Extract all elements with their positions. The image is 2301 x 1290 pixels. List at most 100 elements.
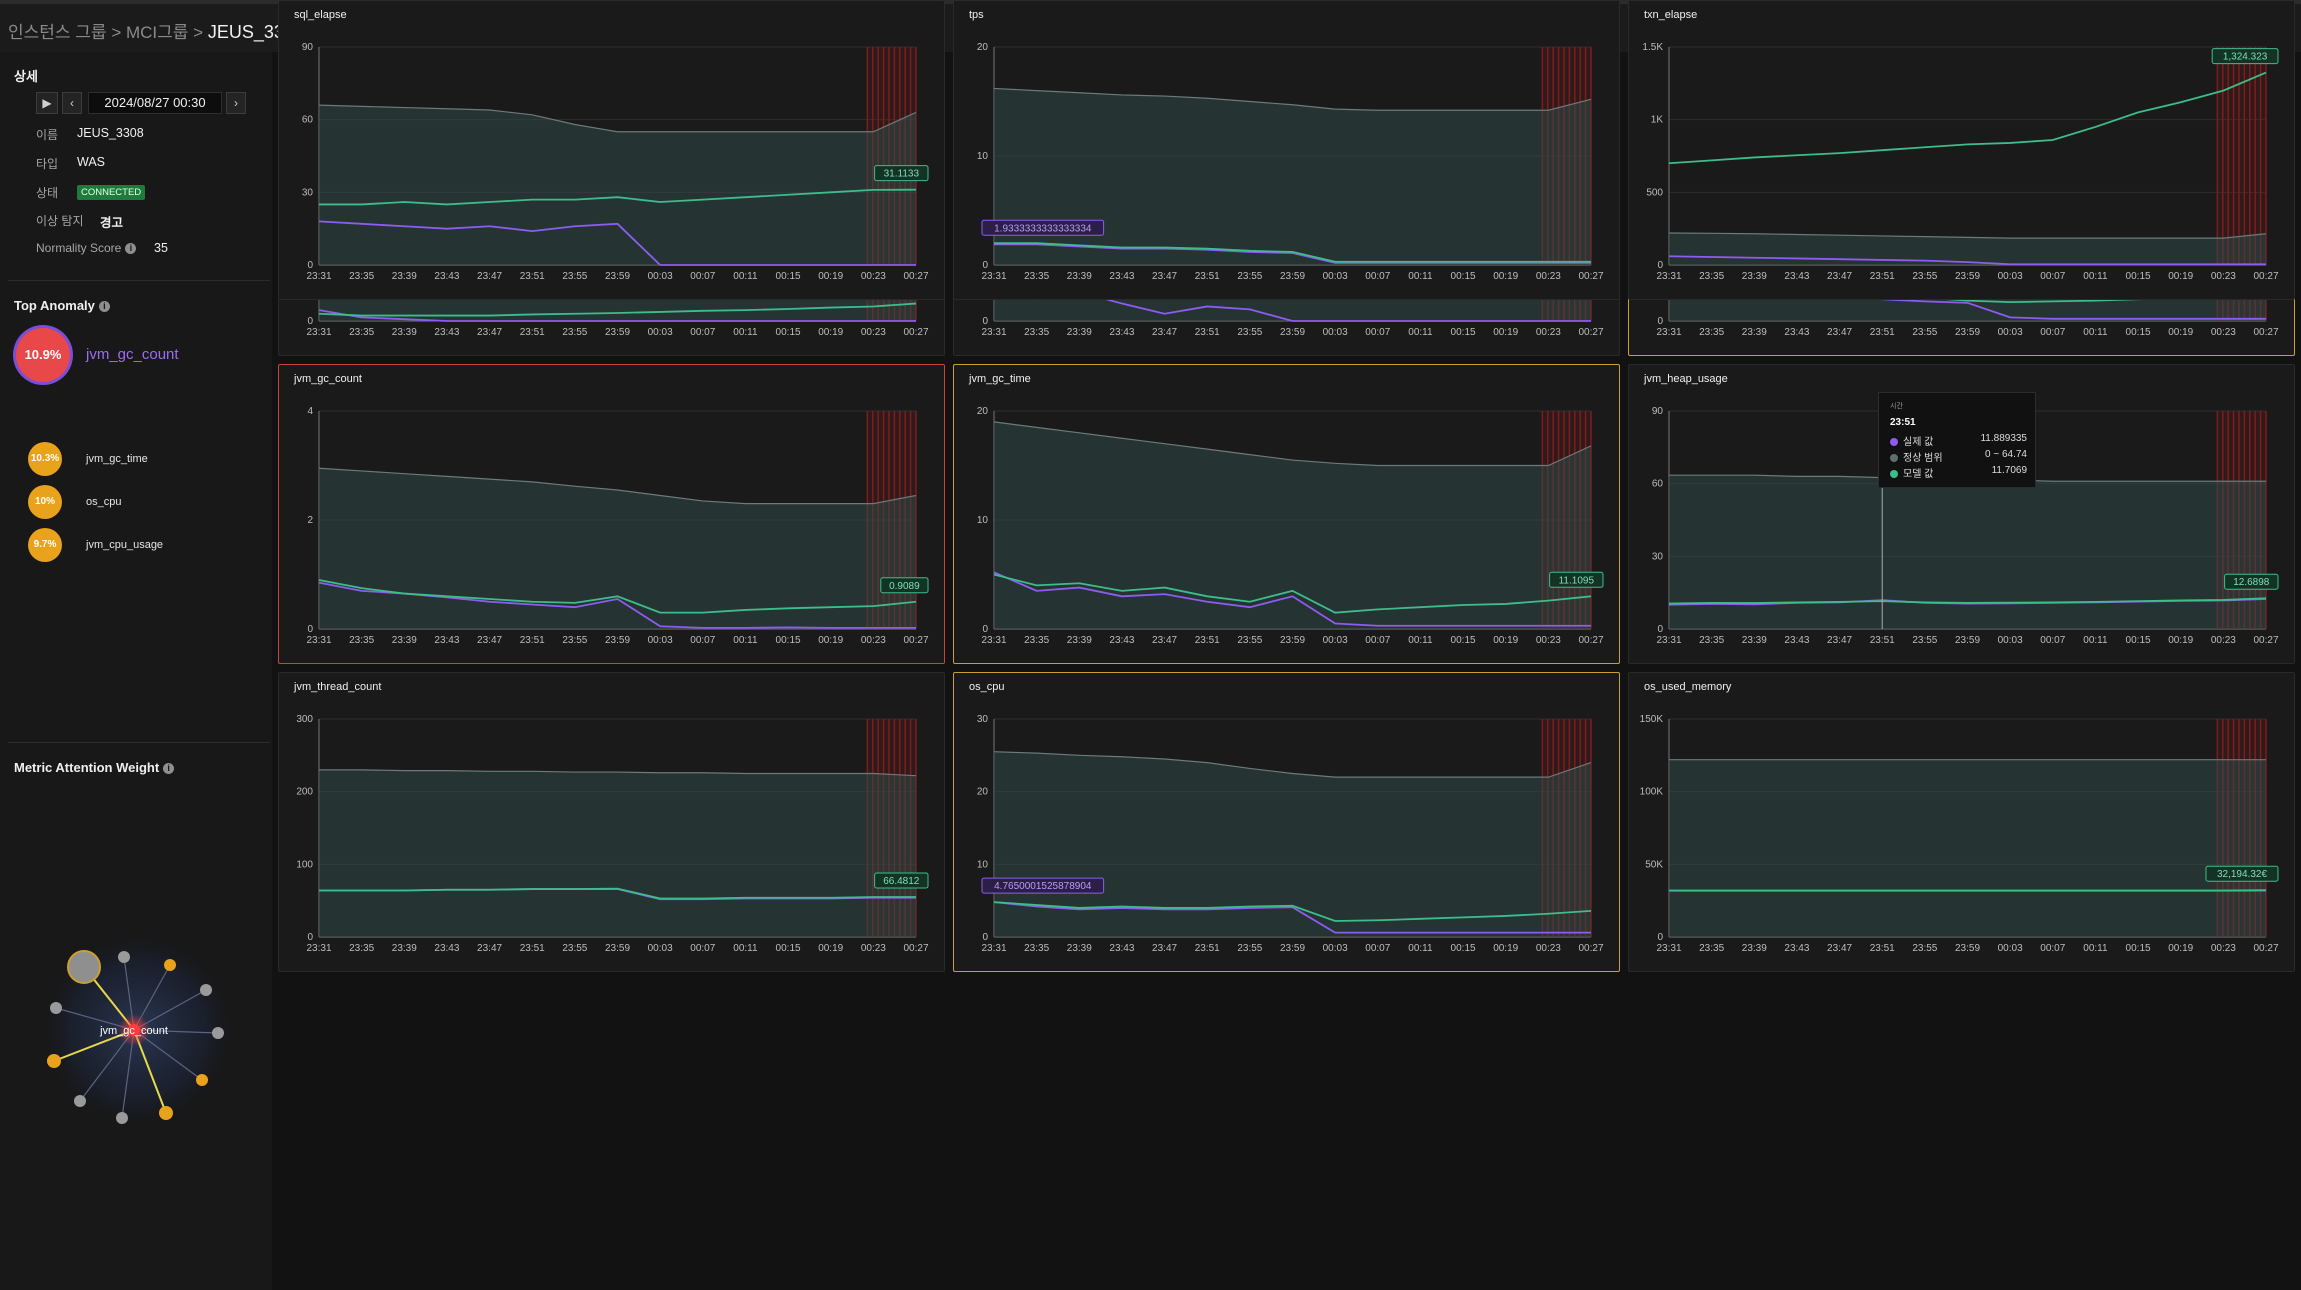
top-anomaly-title: Top Anomaly i: [14, 298, 110, 313]
value-callout-box: [981, 877, 1105, 894]
graph-node[interactable]: [50, 1002, 62, 1014]
x-tick-label: 23:35: [1024, 943, 1049, 954]
x-tick-label: 23:55: [1912, 271, 1937, 282]
chart-svg[interactable]: 0 2 4 23:31 23:35 23:39 23:43 23:47 23:51 23:55 23…: [279, 365, 946, 665]
x-tick-label: 23:51: [1195, 327, 1220, 338]
divider: [8, 742, 270, 743]
model-series-line: [993, 573, 1592, 614]
y-tick-label: 90: [1652, 406, 1664, 417]
x-tick-label: 23:51: [1195, 271, 1220, 282]
x-tick-label: 00:19: [1493, 327, 1518, 338]
graph-node[interactable]: [74, 1095, 86, 1107]
value-callout-label: 1,324.323: [2223, 52, 2268, 63]
x-tick-label: 23:43: [1784, 327, 1809, 338]
graph-node[interactable]: [200, 984, 212, 996]
y-tick-label: 100: [296, 859, 313, 870]
x-tick-label: 00:03: [648, 327, 673, 338]
chart-panel-jvm-gc-count[interactable]: jvm_gc_count 0 2 4 23:31 23:35 23:39 23:43 23:47…: [278, 364, 945, 664]
graph-node[interactable]: [116, 1112, 128, 1124]
x-tick-label: 23:39: [392, 943, 417, 954]
x-tick-label: 00:27: [1578, 635, 1603, 646]
x-tick-label: 23:47: [1152, 635, 1177, 646]
graph-node[interactable]: [159, 1106, 173, 1120]
chart-svg[interactable]: 0 10 20 23:31 23:35 23:39 23:43 23:47 23:51 23:55…: [954, 1, 1621, 301]
y-tick-label: 0: [982, 316, 988, 327]
y-tick-label: 4: [307, 406, 313, 417]
chart-svg[interactable]: 0 30 60 90 23:31 23:35 23:39 23:43 23:47 23:51 23:…: [279, 1, 946, 301]
x-tick-label: 00:15: [2126, 635, 2151, 646]
graph-node[interactable]: [47, 1054, 61, 1068]
chart-panel-os-cpu[interactable]: os_cpu 0 10 20 30 23:31 23:35 23:39 23:43 23:47 23…: [953, 672, 1620, 972]
chart-panel-jvm-gc-time[interactable]: jvm_gc_time 0 10 20 23:31 23:35 23:39 23:43 23:4…: [953, 364, 1620, 664]
y-tick-label: 150K: [1640, 714, 1664, 725]
chart-svg[interactable]: 0 30 60 90 23:31 23:35 23:39 23:43 23:47 23:51 23:…: [1629, 365, 2296, 665]
x-tick-label: 00:15: [776, 271, 801, 282]
graph-node[interactable]: [67, 950, 101, 984]
x-tick-label: 00:07: [690, 635, 715, 646]
x-tick-label: 00:07: [2040, 943, 2065, 954]
x-tick-label: 23:55: [562, 943, 587, 954]
info-icon[interactable]: i: [98, 301, 110, 312]
x-tick-label: 23:51: [1195, 635, 1220, 646]
chart-panel-txn-elapse[interactable]: txn_elapse 0 500 1K 1.5K 23:31 23:35 23:39 23:43…: [1628, 0, 2295, 300]
x-tick-label: 23:35: [1699, 635, 1724, 646]
x-tick-label: 00:11: [733, 635, 758, 646]
x-tick-label: 00:27: [1578, 271, 1603, 282]
x-tick-label: 23:39: [1742, 271, 1767, 282]
graph-node[interactable]: [212, 1027, 224, 1039]
chart-svg[interactable]: 0 100 200 300 23:31 23:35 23:39 23:43 23:47 23:51…: [279, 673, 946, 973]
info-icon[interactable]: i: [163, 763, 175, 774]
graph-node[interactable]: [196, 1074, 208, 1086]
attention-title: Metric Attention Weight i: [14, 760, 175, 775]
graph-node[interactable]: [164, 959, 176, 971]
tooltip-row-model: 모델 값 11.7069: [1890, 465, 2027, 480]
center-node[interactable]: [128, 1024, 140, 1036]
value-callout-box: [874, 872, 929, 889]
breadcrumb-instance-group[interactable]: 인스턴스 그룹: [8, 23, 107, 42]
y-tick-label: 10: [977, 515, 989, 526]
x-tick-label: 00:19: [818, 943, 843, 954]
x-tick-label: 23:55: [1912, 943, 1937, 954]
tooltip-head: 시간: [1890, 403, 1903, 410]
normal-range-band: [1669, 233, 2266, 265]
date-display[interactable]: 2024/08/27 00:30: [88, 92, 222, 114]
anomaly-metric-name: jvm_gc_count: [86, 346, 179, 363]
x-tick-label: 00:07: [1365, 943, 1390, 954]
x-tick-label: 23:39: [392, 271, 417, 282]
chart-panel-sql-elapse[interactable]: sql_elapse 0 30 60 90 23:31 23:35 23:39 23:43 23:…: [278, 0, 945, 300]
x-tick-label: 00:07: [690, 327, 715, 338]
field-label: 이름: [36, 128, 59, 142]
x-tick-label: 23:47: [477, 943, 502, 954]
chart-svg[interactable]: 0 10 20 30 23:31 23:35 23:39 23:43 23:47 23:51 23:…: [954, 673, 1621, 973]
x-tick-label: 00:15: [776, 327, 801, 338]
normal-range-band: [994, 751, 1591, 937]
chart-svg[interactable]: 0 50K 100K 150K 23:31 23:35 23:39 23:43 23:47 23:…: [1629, 673, 2296, 973]
chart-panel-tps[interactable]: tps 0 10 20 23:31 23:35 23:39 23:43 23:47 23:51 23…: [953, 0, 1620, 300]
graph-node[interactable]: [118, 951, 130, 963]
x-tick-label: 00:15: [1451, 943, 1476, 954]
x-tick-label: 23:35: [1024, 327, 1049, 338]
value-callout-label: 0.9089: [889, 581, 920, 592]
chart-panel-os-used-memory[interactable]: os_used_memory 0 50K 100K 150K 23:31 23:35 23:3…: [1628, 672, 2295, 972]
x-tick-label: 00:15: [2126, 943, 2151, 954]
y-tick-label: 50K: [1645, 859, 1663, 870]
chart-panel-jvm-thread-count[interactable]: jvm_thread_count 0 100 200 300 23:31 23:35 23:3…: [278, 672, 945, 972]
x-tick-label: 00:11: [1408, 271, 1433, 282]
attention-graph[interactable]: jvm_gc_count: [28, 920, 248, 1140]
play-button[interactable]: ▶: [36, 92, 58, 114]
x-tick-label: 23:35: [1699, 943, 1724, 954]
chart-svg[interactable]: 0 10 20 23:31 23:35 23:39 23:43 23:47 23:51 23:55…: [954, 365, 1621, 665]
x-tick-label: 00:07: [1365, 327, 1390, 338]
info-icon[interactable]: i: [125, 243, 137, 254]
chart-panel-jvm-heap-usage[interactable]: jvm_heap_usage 0 30 60 90 23:31 23:35 23:39 23:4…: [1628, 364, 2295, 664]
x-tick-label: 00:07: [690, 271, 715, 282]
x-tick-label: 23:43: [1784, 271, 1809, 282]
normal-range-upper: [993, 421, 1592, 467]
breadcrumb-mci-group[interactable]: MCI그룹: [125, 23, 189, 42]
x-tick-label: 23:59: [605, 327, 630, 338]
next-button[interactable]: ›: [226, 92, 246, 114]
prev-button[interactable]: ‹: [62, 92, 82, 114]
detail-title: 상세: [14, 69, 38, 84]
x-tick-label: 00:27: [2253, 943, 2278, 954]
chart-svg[interactable]: 0 500 1K 1.5K 23:31 23:35 23:39 23:43 23:47 23:51…: [1629, 1, 2296, 301]
